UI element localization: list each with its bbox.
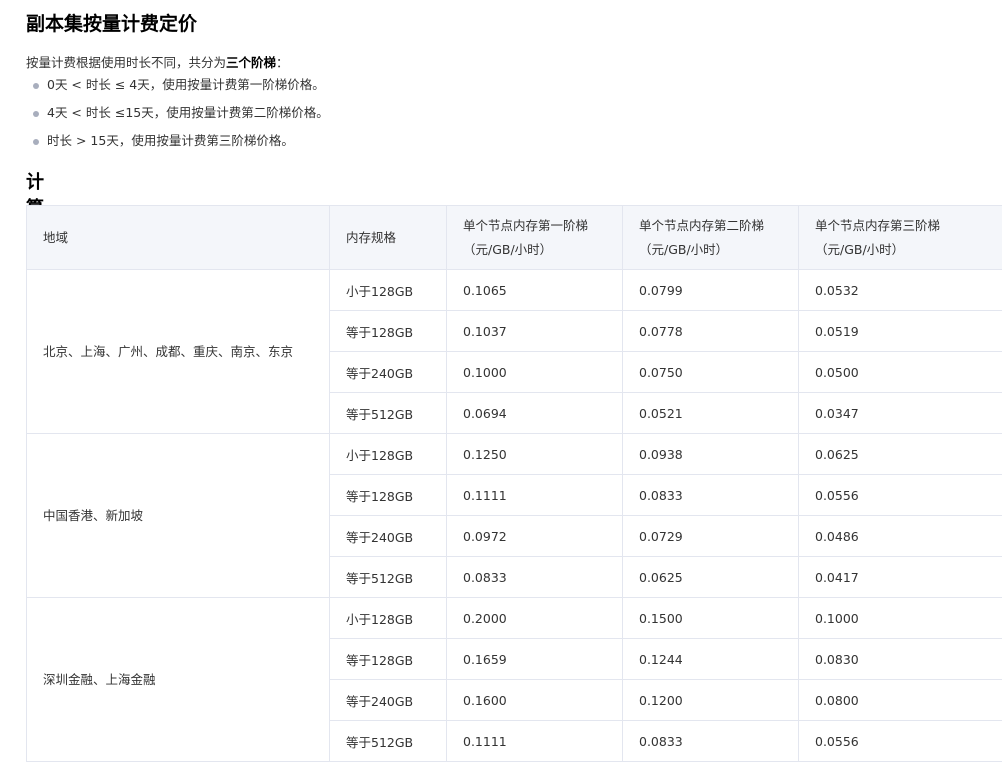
header-line1: 单个节点内存第三阶梯 xyxy=(815,217,941,233)
memory-spec-cell: 等于240GB xyxy=(329,515,447,557)
price-cell: 0.0778 xyxy=(622,310,799,352)
table-row: 等于512GB 0.0833 0.0625 0.0417 xyxy=(27,556,1002,598)
tier-item: 4天 < 时长 ≤15天，使用按量计费第二阶梯价格。 xyxy=(26,102,329,130)
price-cell: 0.0972 xyxy=(446,515,623,557)
table-header-row: 地域 内存规格 单个节点内存第一阶梯 （元/GB/小时） 单个节点内存第二阶梯 （元/GB… xyxy=(26,205,1002,270)
table-row: 等于128GB 0.1659 0.1244 0.0830 xyxy=(27,638,1002,680)
price-cell: 0.0625 xyxy=(798,433,1002,475)
price-cell: 0.0800 xyxy=(798,679,1002,721)
price-cell: 0.0532 xyxy=(798,269,1002,311)
price-cell: 0.0417 xyxy=(798,556,1002,598)
price-cell: 0.1000 xyxy=(798,597,1002,639)
column-header: 地域 xyxy=(26,205,330,270)
header-line1: 单个节点内存第二阶梯 xyxy=(639,217,765,233)
intro-prefix: 按量计费根据使用时长不同，共分为 xyxy=(26,55,227,70)
table-row: 深圳金融、上海金融 小于128GB 0.2000 0.1500 0.1000 xyxy=(26,597,1002,762)
price-cell: 0.0938 xyxy=(622,433,799,475)
price-cell: 0.0799 xyxy=(622,269,799,311)
tier-item: 0天 < 时长 ≤ 4天，使用按量计费第一阶梯价格。 xyxy=(26,74,329,102)
table-row: 中国香港、新加坡 小于128GB 0.1250 0.0938 0.0625 xyxy=(26,433,1002,598)
price-cell: 0.0556 xyxy=(798,720,1002,762)
price-cell: 0.1111 xyxy=(446,720,623,762)
column-header: 单个节点内存第三阶梯 （元/GB/小时） xyxy=(798,205,1002,270)
tier-list: 0天 < 时长 ≤ 4天，使用按量计费第一阶梯价格。 4天 < 时长 ≤15天，… xyxy=(26,74,329,158)
region-cell: 中国香港、新加坡 xyxy=(26,433,330,598)
price-cell: 0.1065 xyxy=(446,269,623,311)
price-cell: 0.1250 xyxy=(446,433,623,475)
price-cell: 0.0830 xyxy=(798,638,1002,680)
header-line1: 内存规格 xyxy=(346,229,397,245)
price-cell: 0.0521 xyxy=(622,392,799,434)
price-cell: 0.0694 xyxy=(446,392,623,434)
price-cell: 0.1500 xyxy=(622,597,799,639)
memory-spec-cell: 等于128GB xyxy=(329,310,447,352)
intro-suffix: ： xyxy=(276,55,289,70)
memory-spec-cell: 等于512GB xyxy=(329,556,447,598)
price-cell: 0.1600 xyxy=(446,679,623,721)
region-cell: 北京、上海、广州、成都、重庆、南京、东京 xyxy=(26,269,330,434)
price-cell: 0.0833 xyxy=(446,556,623,598)
column-header: 内存规格 xyxy=(329,205,447,270)
tier-item: 时长 > 15天，使用按量计费第三阶梯价格。 xyxy=(26,130,329,158)
header-line1: 单个节点内存第一阶梯 xyxy=(463,217,589,233)
price-cell: 0.0486 xyxy=(798,515,1002,557)
price-cell: 0.2000 xyxy=(446,597,623,639)
memory-spec-cell: 小于128GB xyxy=(329,433,447,475)
price-cell: 0.0347 xyxy=(798,392,1002,434)
memory-spec-cell: 等于512GB xyxy=(329,720,447,762)
price-cell: 0.0519 xyxy=(798,310,1002,352)
price-cell: 0.0750 xyxy=(622,351,799,393)
table-row: 北京、上海、广州、成都、重庆、南京、东京 小于128GB 0.1065 0.0799 0… xyxy=(26,269,1002,434)
price-cell: 0.1037 xyxy=(446,310,623,352)
price-cell: 0.0729 xyxy=(622,515,799,557)
header-unit: （元/GB/小时） xyxy=(639,241,729,257)
price-cell: 0.1000 xyxy=(446,351,623,393)
region-cell: 深圳金融、上海金融 xyxy=(26,597,330,762)
column-header: 单个节点内存第一阶梯 （元/GB/小时） xyxy=(446,205,623,270)
table-row: 等于128GB 0.1111 0.0833 0.0556 xyxy=(27,474,1002,516)
price-cell: 0.1659 xyxy=(446,638,623,680)
memory-spec-cell: 等于128GB xyxy=(329,474,447,516)
column-header: 单个节点内存第二阶梯 （元/GB/小时） xyxy=(622,205,799,270)
memory-spec-cell: 小于128GB xyxy=(329,269,447,311)
price-cell: 0.0833 xyxy=(622,720,799,762)
pricing-table: 地域 内存规格 单个节点内存第一阶梯 （元/GB/小时） 单个节点内存第二阶梯 （元/GB… xyxy=(26,205,1002,762)
header-line1: 地域 xyxy=(43,229,69,245)
intro-bold: 三个阶梯 xyxy=(226,55,277,70)
price-cell: 0.0556 xyxy=(798,474,1002,516)
memory-spec-cell: 等于240GB xyxy=(329,351,447,393)
intro-text: 按量计费根据使用时长不同，共分为三个阶梯： xyxy=(26,52,289,71)
page-title: 副本集按量计费定价 xyxy=(26,13,198,35)
table-row: 等于512GB 0.1111 0.0833 0.0556 xyxy=(27,720,1002,762)
price-cell: 0.0500 xyxy=(798,351,1002,393)
memory-spec-cell: 小于128GB xyxy=(329,597,447,639)
price-cell: 0.1244 xyxy=(622,638,799,680)
table-row: 等于128GB 0.1037 0.0778 0.0519 xyxy=(27,310,1002,352)
memory-spec-cell: 等于512GB xyxy=(329,392,447,434)
table-row: 等于240GB 0.1600 0.1200 0.0800 xyxy=(27,679,1002,721)
header-unit: （元/GB/小时） xyxy=(463,241,553,257)
table-row: 等于240GB 0.1000 0.0750 0.0500 xyxy=(27,351,1002,393)
memory-spec-cell: 等于128GB xyxy=(329,638,447,680)
price-cell: 0.0833 xyxy=(622,474,799,516)
price-cell: 0.0625 xyxy=(622,556,799,598)
header-unit: （元/GB/小时） xyxy=(815,241,905,257)
price-cell: 0.1111 xyxy=(446,474,623,516)
memory-spec-cell: 等于240GB xyxy=(329,679,447,721)
price-cell: 0.1200 xyxy=(622,679,799,721)
